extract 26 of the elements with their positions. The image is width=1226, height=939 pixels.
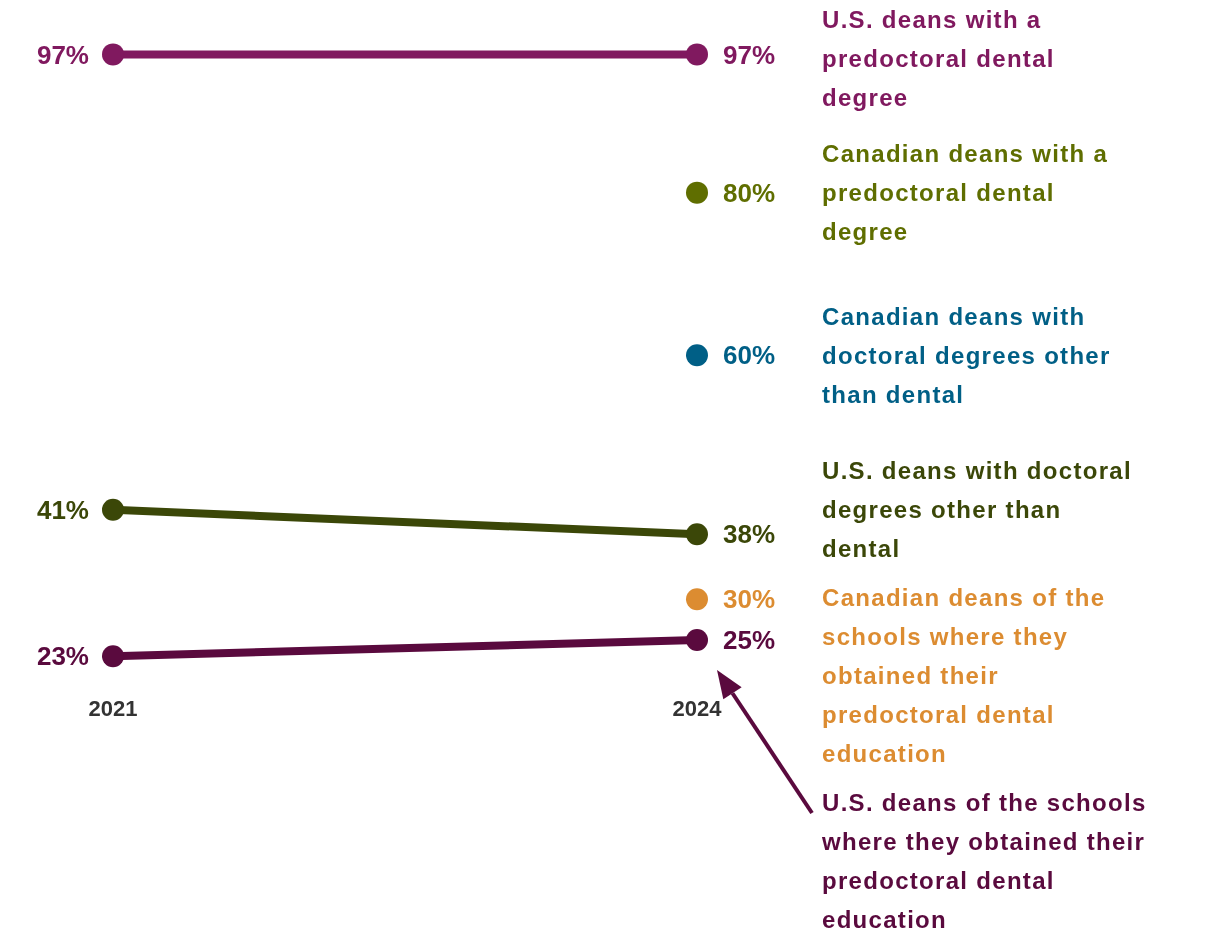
point bbox=[686, 523, 708, 546]
x-tick-label: 2021 bbox=[88, 695, 138, 721]
data-label: 38% bbox=[723, 519, 776, 550]
data-label: 25% bbox=[723, 625, 776, 656]
point bbox=[686, 43, 708, 66]
data-label: 23% bbox=[36, 641, 89, 672]
point bbox=[686, 588, 708, 611]
data-label: 30% bbox=[723, 584, 776, 615]
text: U.S. deans with doctoral degrees other than dental bbox=[822, 456, 1133, 564]
data-label: 41% bbox=[36, 494, 89, 525]
point bbox=[102, 498, 124, 521]
text: U.S. deans of the schools where they obtained their predoctoral dental education bbox=[822, 788, 1147, 935]
text: Canadian deans with doctoral degrees other than dental bbox=[822, 301, 1112, 410]
point bbox=[102, 645, 124, 668]
text: Canadian deans of the schools where they obtained their predoctoral dental education bbox=[822, 583, 1107, 769]
data-label: 97% bbox=[723, 39, 776, 70]
text: U.S. deans with a predoctoral dental degree bbox=[822, 5, 1056, 113]
data-label: 80% bbox=[723, 177, 776, 208]
data-label: 60% bbox=[723, 340, 776, 371]
point bbox=[686, 344, 708, 367]
x-tick-label: 2024 bbox=[672, 695, 723, 721]
data-label: 97% bbox=[36, 39, 89, 70]
point bbox=[102, 43, 124, 66]
point bbox=[686, 181, 708, 204]
point bbox=[686, 628, 708, 651]
text: Canadian deans with a predoctoral dental degree bbox=[822, 139, 1110, 248]
